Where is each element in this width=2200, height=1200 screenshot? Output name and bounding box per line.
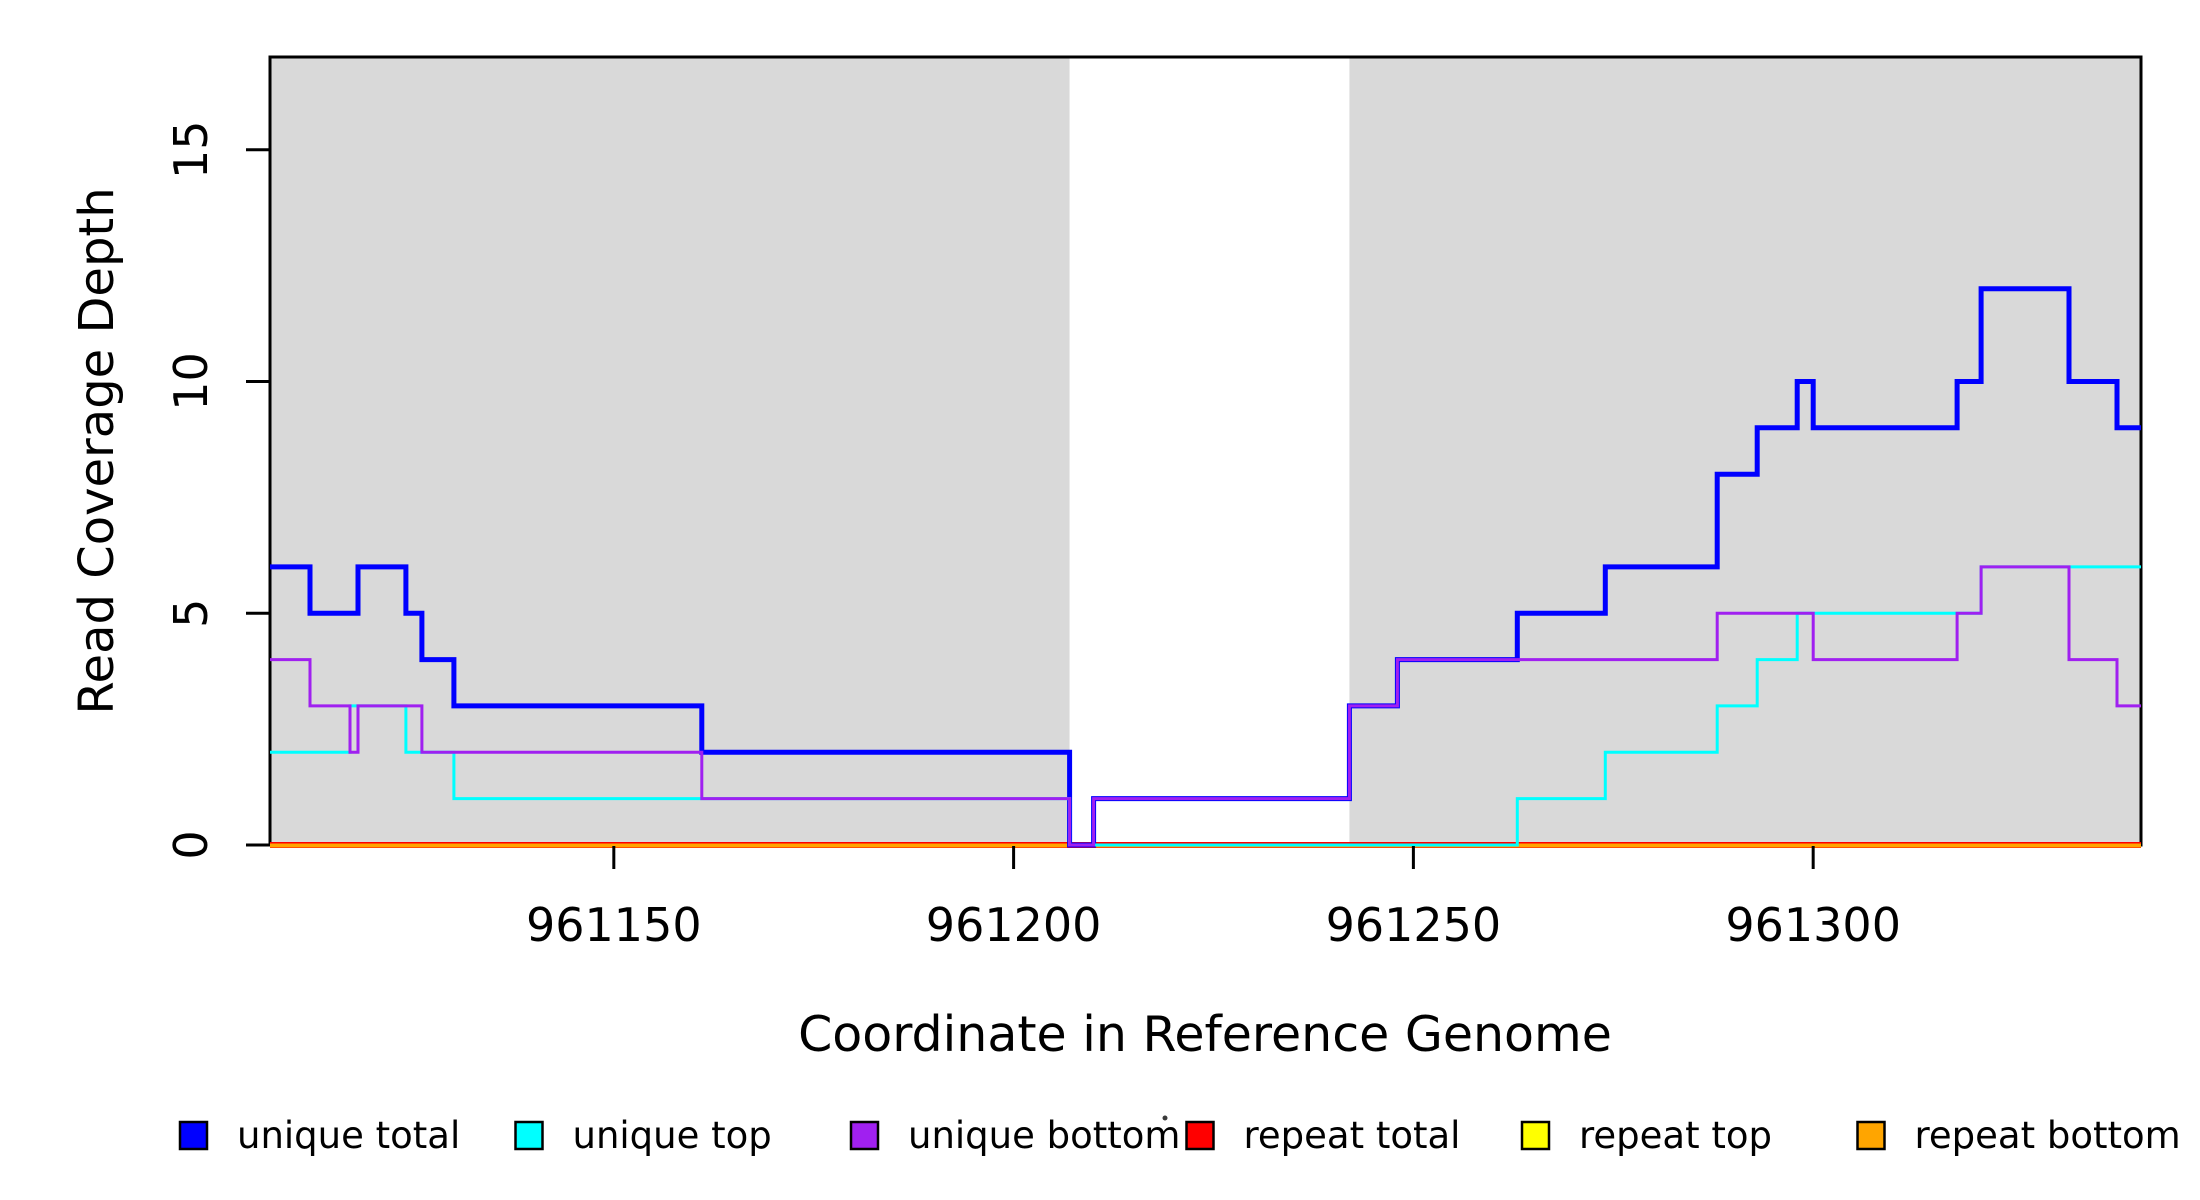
legend-label: unique top xyxy=(573,1114,772,1157)
x-tick-label: 961300 xyxy=(1725,898,1901,952)
legend-swatch xyxy=(514,1120,544,1151)
y-tick-label: 10 xyxy=(164,352,218,411)
legend-swatch xyxy=(1520,1120,1551,1151)
legend-item: unique total xyxy=(178,1114,460,1157)
x-tick-label: 961250 xyxy=(1326,898,1502,952)
legend-swatch xyxy=(178,1120,209,1151)
legend-label: unique bottom xyxy=(908,1114,1180,1157)
legend-swatch xyxy=(1185,1120,1215,1151)
y-tick-label: 15 xyxy=(164,120,218,179)
y-tick-label: 5 xyxy=(164,599,218,628)
y-axis: 0 5 10 15 xyxy=(164,120,269,860)
legend-swatch xyxy=(849,1120,880,1151)
shaded-region xyxy=(270,57,1070,845)
legend-label: repeat total xyxy=(1244,1114,1461,1157)
series-lines xyxy=(270,286,2141,848)
legend-item: repeat total xyxy=(1185,1114,1461,1157)
legend-label: repeat bottom xyxy=(1915,1114,2181,1157)
legend-label: repeat top xyxy=(1579,1114,1772,1157)
x-tick-label: 961200 xyxy=(926,898,1102,952)
x-tick-label: 961150 xyxy=(526,898,702,952)
series-line-unique_bottom xyxy=(270,565,2141,847)
legend-item: unique bottom xyxy=(849,1114,1180,1157)
legend: unique total unique top unique bottom repea… xyxy=(178,1114,2181,1157)
shaded-regions xyxy=(270,57,2141,845)
shaded-region xyxy=(1349,57,2141,845)
legend-item: repeat top xyxy=(1520,1114,1772,1157)
y-tick-label: 0 xyxy=(164,830,218,859)
legend-swatch xyxy=(1856,1120,1886,1151)
x-axis: 961150 961200 961250 961300 xyxy=(526,846,1901,952)
stray-dot xyxy=(1162,1115,1168,1121)
y-axis-title: Read Coverage Depth xyxy=(69,187,125,714)
x-axis-title: Coordinate in Reference Genome xyxy=(798,1006,1612,1063)
legend-item: repeat bottom xyxy=(1856,1114,2181,1157)
legend-label: unique total xyxy=(237,1114,460,1157)
series-line-unique_top xyxy=(270,565,2141,847)
legend-item: unique top xyxy=(514,1114,772,1157)
